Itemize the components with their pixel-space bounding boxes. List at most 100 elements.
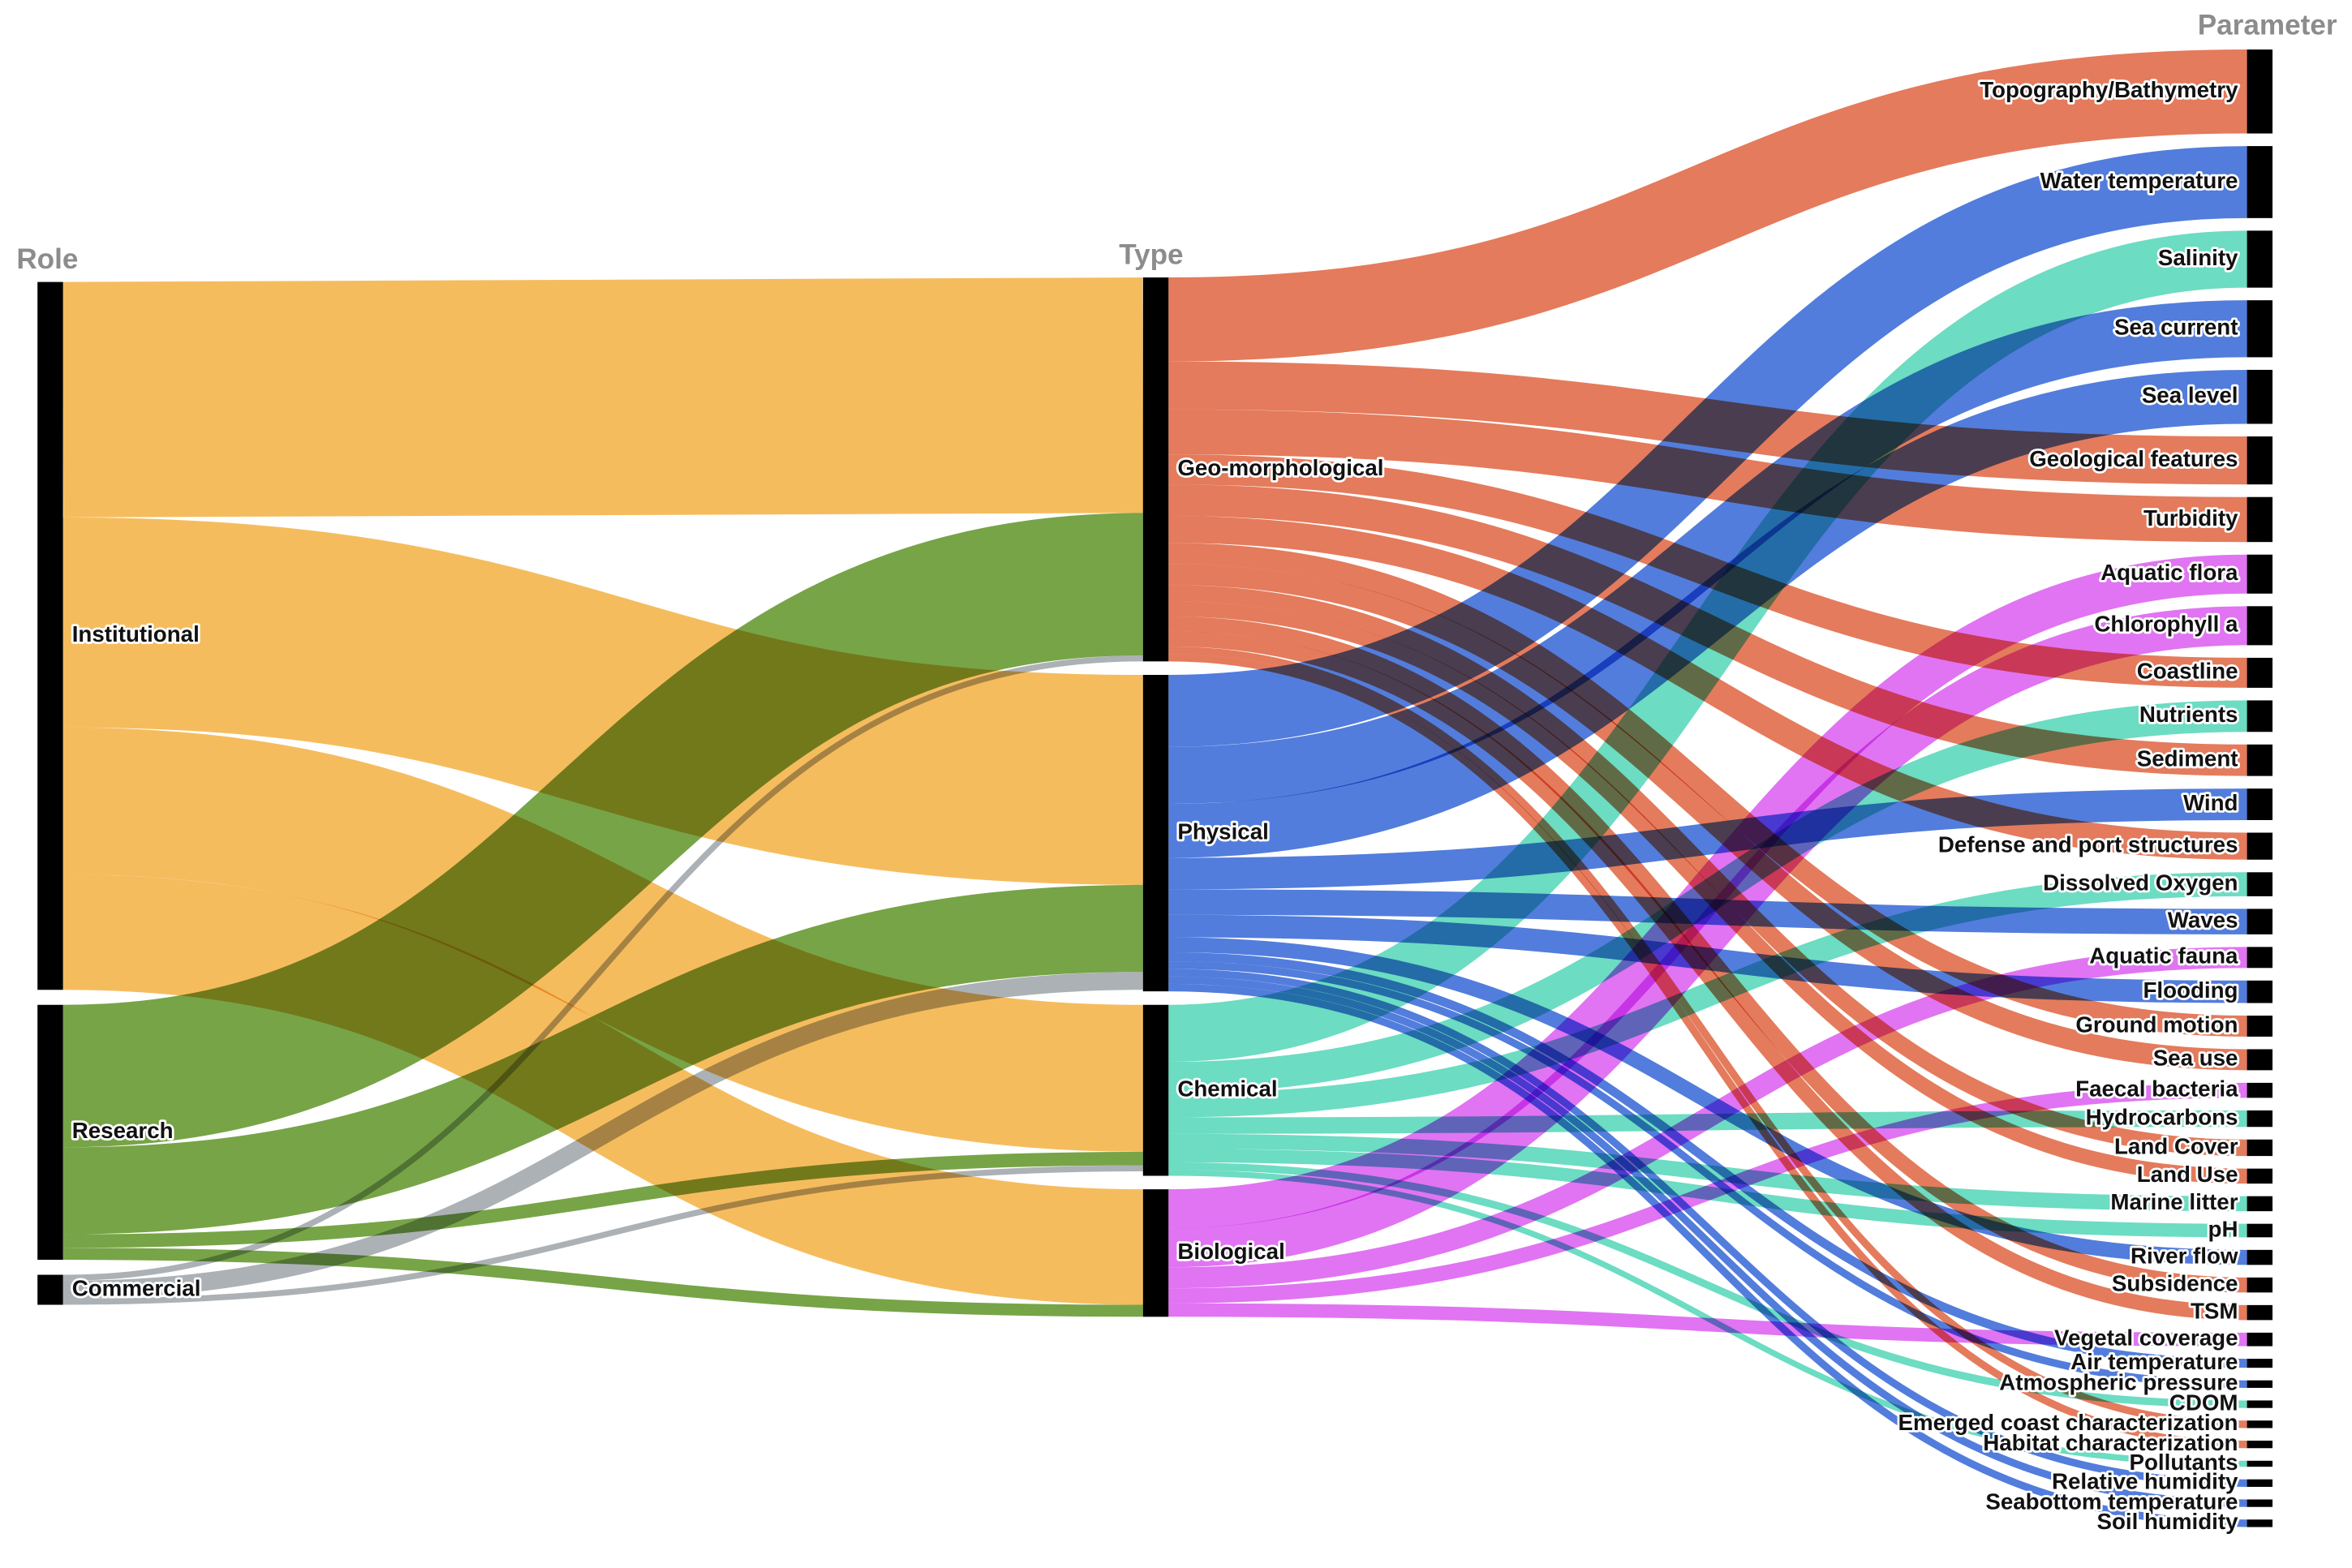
- node-label: Wind: [2183, 790, 2238, 815]
- node-bar: [1142, 674, 1169, 992]
- node-label: Nutrients: [2139, 702, 2238, 727]
- flow-link: [1168, 1303, 2247, 1347]
- node-label: Topography/Bathymetry: [1980, 77, 2238, 102]
- node-bar: [2247, 146, 2273, 218]
- node-label: Commercial: [72, 1275, 201, 1300]
- flow-link: [1168, 606, 2247, 1268]
- node-bar: [2247, 1479, 2273, 1487]
- node-bar: [2247, 369, 2273, 424]
- node-bar: [2247, 947, 2273, 969]
- node-label: Relative humidity: [2052, 1469, 2238, 1494]
- node-label: Geological features: [2029, 446, 2238, 471]
- node-label: Water temperature: [2040, 168, 2238, 193]
- node-bar: [2247, 1400, 2273, 1408]
- node-bar: [2247, 700, 2273, 732]
- node-label: Hydrocarbons: [2086, 1104, 2238, 1129]
- node-label: Air temperature: [2070, 1349, 2238, 1374]
- node-bar: [2247, 1359, 2273, 1368]
- node-label: Coastline: [2137, 659, 2238, 684]
- flow-link: [62, 884, 1143, 1235]
- node-label: CDOM: [2169, 1390, 2238, 1415]
- node-label: Physical: [1177, 818, 1269, 844]
- node-bar: [2247, 657, 2273, 688]
- flow-link: [1168, 947, 2247, 1289]
- node-label: Emerged coast characterization: [1898, 1410, 2238, 1435]
- node-bar: [1142, 1004, 1169, 1176]
- flow-link: [62, 1165, 1143, 1305]
- node-bar: [2247, 872, 2273, 896]
- node-label: Sea current: [2114, 315, 2238, 340]
- node-label: Aquatic fauna: [2089, 943, 2238, 969]
- node-label: Turbidity: [2143, 505, 2238, 531]
- node-label: Flooding: [2143, 977, 2238, 1003]
- flow-link: [1168, 554, 2247, 1229]
- node-bar: [2247, 1082, 2273, 1098]
- node-label: Chlorophyll a: [2094, 612, 2238, 637]
- node-label: Seabottom temperature: [1985, 1489, 2238, 1514]
- node-bar: [2247, 744, 2273, 776]
- node-bar: [2247, 1196, 2273, 1212]
- node-label: Ground motion: [2075, 1012, 2238, 1037]
- node-label: Subsidence: [2112, 1270, 2238, 1295]
- node-bar: [1142, 1189, 1169, 1317]
- node-label: Atmospheric pressure: [1999, 1370, 2238, 1395]
- node-label: Dissolved Oxygen: [2043, 870, 2238, 895]
- node-bar: [2247, 980, 2273, 1003]
- node-bar: [2247, 1139, 2273, 1157]
- node-bar: [2247, 1223, 2273, 1238]
- flow-link: [62, 727, 1143, 1152]
- node-bar: [2247, 1519, 2273, 1527]
- column-title: Type: [1119, 238, 1183, 270]
- node-bar: [2247, 1168, 2273, 1184]
- node-label: Research: [72, 1118, 174, 1143]
- node-label: Marine litter: [2110, 1189, 2238, 1214]
- node-label: Sediment: [2137, 746, 2238, 771]
- node-label: Biological: [1177, 1239, 1284, 1264]
- flow-link: [62, 1151, 1143, 1248]
- node-label: Sea level: [2142, 383, 2238, 408]
- node-bar: [2247, 496, 2273, 543]
- flow-link: [1168, 300, 2247, 804]
- flow-link: [62, 1248, 1143, 1317]
- flow-link: [62, 277, 1143, 518]
- node-label: Faecal bacteria: [2075, 1076, 2238, 1101]
- node-label: Geo-morphological: [1177, 455, 1383, 480]
- flow-link: [1168, 1082, 2247, 1304]
- column-title: Role: [16, 243, 78, 275]
- node-bar: [2247, 1380, 2273, 1388]
- flow-link: [62, 972, 1143, 1300]
- node-bar: [37, 1274, 63, 1305]
- node-bar: [2247, 606, 2273, 646]
- node-bar: [2247, 554, 2273, 594]
- node-label: Pollutants: [2130, 1450, 2238, 1475]
- node-bar: [37, 1004, 63, 1261]
- flow-link: [1168, 230, 2247, 1062]
- node-label: Institutional: [72, 621, 200, 647]
- flow-link: [1168, 872, 2247, 1118]
- node-bar: [2247, 436, 2273, 485]
- node-label: Sea use: [2153, 1046, 2238, 1071]
- node-bar: [2247, 230, 2273, 288]
- node-bar: [2247, 909, 2273, 934]
- flow-link: [1168, 1133, 2247, 1212]
- node-label: Defense and port structures: [1938, 831, 2238, 857]
- nodes: [37, 49, 2273, 1527]
- node-label: Habitat characterization: [1983, 1430, 2238, 1455]
- node-bar: [2247, 1499, 2273, 1507]
- node-label: Land Use: [2137, 1162, 2238, 1187]
- node-bar: [2247, 49, 2273, 134]
- node-bar: [2247, 1049, 2273, 1071]
- node-bar: [2247, 1016, 2273, 1037]
- flow-link: [1168, 983, 2247, 1527]
- node-bar: [2247, 788, 2273, 820]
- node-bar: [1142, 277, 1169, 662]
- node-bar: [2247, 1420, 2273, 1428]
- node-bar: [2247, 832, 2273, 860]
- links: [62, 49, 2247, 1527]
- node-label: pH: [2208, 1216, 2238, 1241]
- node-label: River flow: [2131, 1243, 2238, 1268]
- node-bar: [2247, 1332, 2273, 1347]
- node-bar: [2247, 1110, 2273, 1128]
